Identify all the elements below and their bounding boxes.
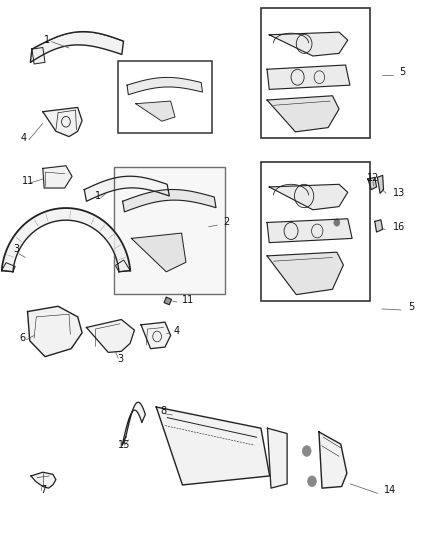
Bar xyxy=(260,9,370,138)
Polygon shape xyxy=(86,319,134,352)
Polygon shape xyxy=(367,177,376,190)
Circle shape xyxy=(307,476,316,487)
Polygon shape xyxy=(318,432,346,488)
Text: 1: 1 xyxy=(44,35,50,45)
Polygon shape xyxy=(127,77,202,95)
Polygon shape xyxy=(266,219,351,243)
Polygon shape xyxy=(268,184,347,210)
Text: 4: 4 xyxy=(21,133,27,143)
Polygon shape xyxy=(156,407,269,485)
Polygon shape xyxy=(84,176,169,201)
Polygon shape xyxy=(131,233,185,272)
Bar xyxy=(260,162,370,301)
Text: 5: 5 xyxy=(407,302,413,312)
Circle shape xyxy=(302,446,311,456)
Text: 11: 11 xyxy=(182,295,194,304)
Polygon shape xyxy=(268,32,347,56)
Polygon shape xyxy=(267,428,286,488)
Polygon shape xyxy=(374,220,382,232)
Text: 5: 5 xyxy=(398,67,405,77)
Polygon shape xyxy=(43,108,82,136)
Polygon shape xyxy=(377,175,383,193)
Polygon shape xyxy=(122,402,145,445)
Polygon shape xyxy=(122,190,215,212)
Polygon shape xyxy=(30,31,123,62)
Text: 8: 8 xyxy=(160,406,166,416)
Polygon shape xyxy=(135,101,175,121)
Text: 15: 15 xyxy=(118,440,131,450)
Text: 7: 7 xyxy=(41,485,47,495)
Text: 1: 1 xyxy=(95,191,101,200)
Polygon shape xyxy=(2,208,130,272)
Text: 2: 2 xyxy=(223,217,229,227)
Polygon shape xyxy=(266,65,349,90)
Text: 3: 3 xyxy=(117,354,123,364)
Bar xyxy=(114,167,225,294)
Bar xyxy=(118,61,212,133)
Text: 14: 14 xyxy=(384,486,396,496)
Text: 11: 11 xyxy=(22,176,35,186)
Text: 12: 12 xyxy=(366,173,378,183)
Polygon shape xyxy=(141,322,170,349)
Polygon shape xyxy=(43,166,72,188)
Polygon shape xyxy=(2,263,15,272)
Text: 3: 3 xyxy=(14,244,20,254)
Text: 6: 6 xyxy=(20,333,26,343)
Text: 16: 16 xyxy=(392,222,404,232)
Polygon shape xyxy=(31,472,56,488)
Polygon shape xyxy=(28,306,82,357)
Polygon shape xyxy=(115,260,130,272)
Polygon shape xyxy=(266,252,343,295)
Polygon shape xyxy=(164,297,171,305)
Text: 13: 13 xyxy=(392,188,404,198)
Polygon shape xyxy=(266,96,338,132)
Circle shape xyxy=(333,219,339,226)
Text: 4: 4 xyxy=(173,326,180,336)
Polygon shape xyxy=(32,47,45,64)
